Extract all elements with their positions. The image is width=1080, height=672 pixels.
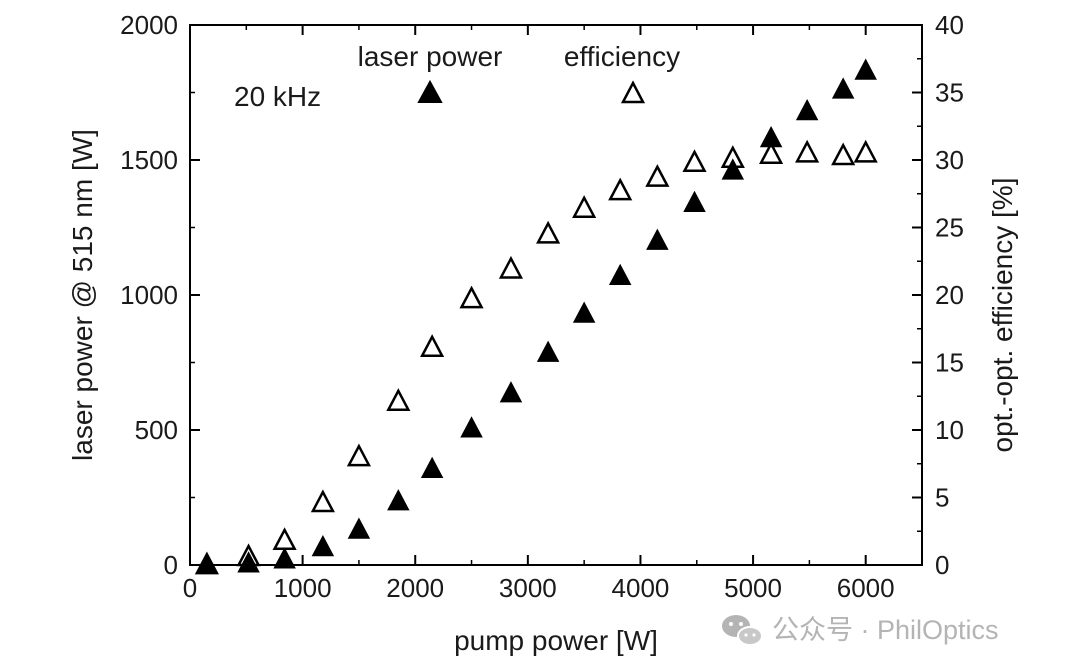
laser-power-point	[759, 125, 783, 148]
series-laser-power	[195, 58, 877, 574]
efficiency-point	[759, 141, 784, 164]
annotation-20khz: 20 kHz	[234, 81, 321, 112]
efficiency-point	[572, 195, 597, 218]
x-tick-label: 4000	[612, 573, 670, 603]
x-tick-label: 2000	[386, 573, 444, 603]
laser-power-point	[572, 301, 596, 323]
y-tick-label: 1500	[120, 145, 178, 175]
laser-power-point	[347, 517, 371, 539]
y2-tick-label: 35	[935, 78, 964, 108]
laser-power-point	[721, 158, 745, 180]
efficiency-point	[498, 255, 524, 279]
laser-power-point	[608, 263, 632, 285]
laser-power-point	[237, 551, 260, 573]
y2-tick-label: 30	[935, 145, 964, 175]
laser-power-point	[387, 489, 410, 511]
wechat-icon	[722, 615, 763, 646]
y2-tick-label: 20	[935, 280, 964, 310]
laser-power-point	[536, 340, 560, 362]
laser-power-point	[460, 416, 483, 438]
efficiency-point	[536, 220, 561, 244]
axis-ticks	[189, 24, 922, 566]
x-tick-label: 6000	[837, 573, 895, 603]
y2-tick-label: 0	[935, 550, 949, 580]
efficiency-point	[645, 164, 670, 187]
laser-power-point	[420, 456, 444, 478]
laser-power-point	[499, 381, 523, 403]
y2-tick-label: 40	[935, 10, 964, 40]
laser-power-point	[854, 58, 877, 80]
y-tick-label: 500	[135, 415, 178, 445]
legend-label-efficiency: efficiency	[564, 41, 680, 72]
efficiency-point	[853, 139, 878, 163]
efficiency-point	[386, 388, 411, 411]
efficiency-point	[720, 145, 745, 168]
y-axis-title: laser power @ 515 nm [W]	[67, 129, 98, 461]
efficiency-point	[272, 527, 297, 551]
efficiency-point	[459, 285, 484, 309]
efficiency-point	[795, 139, 820, 163]
series-efficiency	[194, 139, 878, 575]
efficiency-point	[310, 489, 335, 513]
x-tick-label: 5000	[724, 573, 782, 603]
laser-power-point	[311, 535, 335, 557]
y2-tick-label: 15	[935, 348, 964, 378]
efficiency-point	[420, 334, 445, 357]
laser-power-point	[195, 552, 219, 574]
laser-power-point	[683, 190, 706, 213]
efficiency-point	[194, 551, 219, 575]
legend-marker-efficiency	[620, 80, 646, 104]
efficiency-point	[236, 543, 261, 567]
y-tick-label: 1000	[120, 280, 178, 310]
efficiency-point	[831, 142, 856, 166]
x-tick-label: 0	[183, 573, 197, 603]
efficiency-point	[608, 177, 633, 201]
tick-labels: 0 1000 2000 3000 4000 5000 6000050010001500200…	[120, 10, 964, 603]
laser-power-point	[273, 547, 296, 569]
legend-label-laser-power: laser power	[358, 41, 503, 72]
watermark: 公众号 · PhilOptics	[722, 615, 999, 646]
y2-tick-label: 10	[935, 415, 964, 445]
legend-marker-laser-power	[417, 79, 443, 103]
x-tick-label: 1000	[274, 573, 332, 603]
y-tick-label: 0	[164, 550, 178, 580]
efficiency-point	[682, 149, 707, 173]
watermark-text: 公众号 · PhilOptics	[772, 615, 999, 645]
series-layer	[194, 58, 878, 575]
y2-axis-title: opt.-opt. efficiency [%]	[987, 178, 1018, 453]
efficiency-point	[346, 443, 371, 467]
laser-power-point	[831, 77, 855, 99]
x-tick-label: 3000	[499, 573, 557, 603]
laser-power-point	[646, 228, 669, 250]
y2-tick-label: 5	[935, 483, 949, 513]
laser-power-point	[795, 98, 819, 121]
y2-tick-label: 25	[935, 213, 964, 243]
y-tick-label: 2000	[120, 10, 178, 40]
x-axis-title: pump power [W]	[454, 625, 658, 656]
